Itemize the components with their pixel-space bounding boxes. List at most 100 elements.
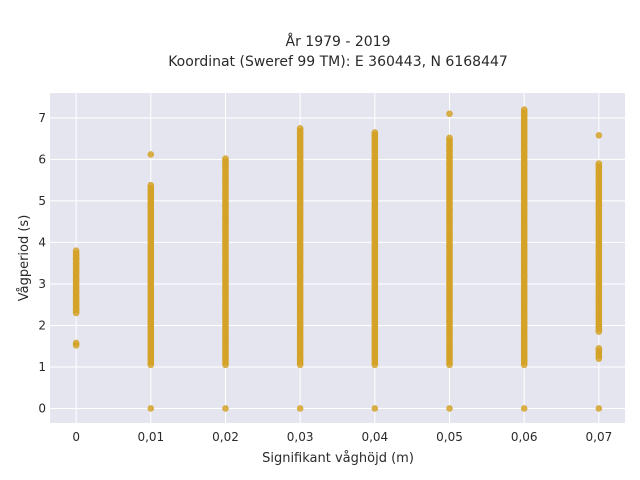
data-point bbox=[222, 288, 229, 296]
data-band bbox=[520, 163, 528, 177]
data-band bbox=[296, 146, 304, 156]
data-point bbox=[371, 230, 379, 238]
data-band bbox=[595, 167, 603, 179]
data-band bbox=[446, 308, 453, 322]
data-point bbox=[595, 132, 603, 139]
data-point bbox=[446, 318, 453, 325]
data-point bbox=[296, 130, 304, 137]
x-tick-label: 0,01 bbox=[137, 430, 164, 444]
data-point bbox=[371, 205, 379, 213]
data-point bbox=[296, 234, 304, 242]
chart-title-line-2: Koordinat (Sweref 99 TM): E 360443, N 61… bbox=[168, 54, 508, 70]
data-point bbox=[446, 293, 453, 300]
data-band bbox=[147, 185, 155, 199]
data-band bbox=[595, 263, 603, 276]
data-band bbox=[147, 300, 155, 313]
data-band bbox=[520, 213, 528, 226]
data-point bbox=[595, 355, 603, 362]
data-point bbox=[371, 305, 379, 313]
data-point bbox=[595, 259, 603, 267]
data-band bbox=[595, 186, 603, 199]
data-band bbox=[222, 229, 229, 243]
data-point bbox=[296, 185, 304, 192]
data-point bbox=[296, 151, 304, 159]
data-point bbox=[371, 156, 379, 163]
data-band bbox=[446, 221, 453, 235]
data-band bbox=[296, 225, 304, 239]
data-point bbox=[72, 288, 80, 296]
data-point bbox=[147, 234, 155, 242]
data-point bbox=[147, 338, 155, 346]
data-band bbox=[595, 213, 603, 226]
data-band bbox=[371, 333, 379, 347]
data-point bbox=[446, 230, 453, 238]
data-band bbox=[296, 200, 304, 214]
data-band bbox=[147, 263, 155, 276]
data-point bbox=[446, 181, 453, 188]
data-band bbox=[446, 137, 453, 145]
data-point bbox=[371, 181, 379, 188]
data-band bbox=[595, 178, 603, 187]
data-band bbox=[520, 188, 528, 201]
data-point bbox=[147, 351, 155, 358]
data-band bbox=[520, 250, 528, 264]
y-tick-label: 5 bbox=[38, 194, 46, 208]
data-band bbox=[296, 188, 304, 201]
data-point bbox=[222, 264, 229, 271]
data-band bbox=[371, 259, 379, 272]
data-point bbox=[371, 147, 379, 155]
data-point bbox=[371, 293, 379, 300]
x-tick-label: 0,07 bbox=[586, 430, 613, 444]
data-point bbox=[296, 197, 304, 205]
data-band bbox=[446, 171, 453, 185]
data-band bbox=[147, 325, 155, 334]
data-point bbox=[595, 297, 603, 304]
data-point bbox=[595, 160, 603, 167]
data-band bbox=[222, 242, 229, 255]
data-point bbox=[296, 347, 304, 354]
data-point bbox=[520, 234, 528, 242]
data-band bbox=[296, 263, 304, 276]
data-band bbox=[446, 271, 453, 284]
data-point bbox=[520, 284, 528, 292]
data-point bbox=[595, 328, 603, 335]
data-band bbox=[222, 167, 229, 181]
data-band bbox=[296, 300, 304, 313]
data-band bbox=[520, 200, 528, 214]
x-axis-title: Signifikant våghöjd (m) bbox=[262, 451, 414, 466]
data-band bbox=[371, 234, 379, 247]
data-band bbox=[446, 163, 453, 172]
data-point bbox=[72, 276, 80, 284]
data-point bbox=[371, 330, 379, 338]
data-band bbox=[446, 184, 453, 197]
data-band bbox=[371, 246, 379, 260]
data-point bbox=[520, 222, 528, 230]
y-tick-label: 1 bbox=[38, 360, 46, 374]
data-point bbox=[371, 193, 379, 201]
data-band bbox=[296, 133, 304, 141]
data-point bbox=[147, 357, 155, 365]
data-band bbox=[296, 288, 304, 301]
data-point bbox=[595, 195, 603, 203]
data-point bbox=[520, 197, 528, 205]
data-band bbox=[520, 325, 528, 338]
data-band bbox=[520, 337, 528, 349]
data-point bbox=[520, 334, 528, 342]
data-point bbox=[595, 322, 603, 329]
data-band bbox=[222, 192, 229, 206]
data-point bbox=[446, 110, 453, 118]
data-band bbox=[296, 213, 304, 226]
data-band bbox=[222, 329, 229, 343]
data-point bbox=[446, 160, 453, 167]
data-point bbox=[520, 172, 528, 180]
data-point bbox=[222, 347, 229, 354]
data-band bbox=[222, 180, 229, 193]
data-band bbox=[520, 313, 528, 326]
data-point bbox=[595, 247, 603, 255]
data-band bbox=[446, 321, 453, 334]
data-point bbox=[296, 222, 304, 230]
data-point bbox=[147, 222, 155, 230]
data-point bbox=[371, 255, 379, 263]
data-point bbox=[595, 405, 603, 412]
data-point bbox=[296, 210, 304, 217]
